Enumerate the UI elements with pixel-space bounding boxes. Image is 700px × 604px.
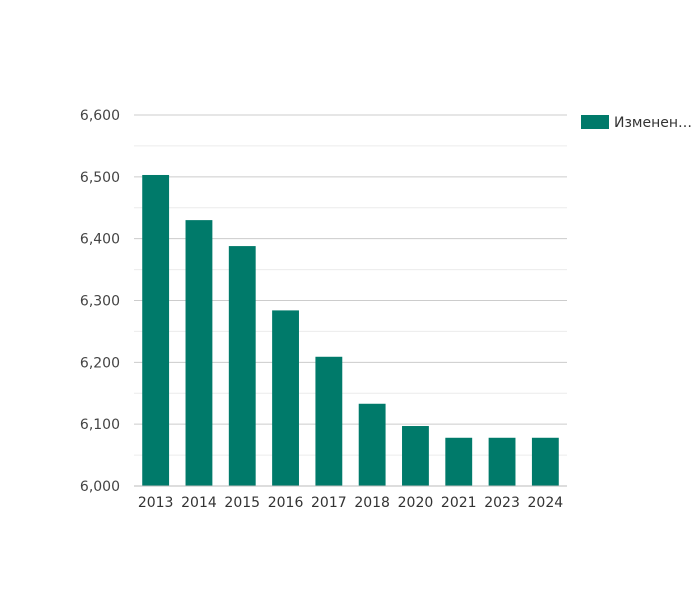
x-tick-label: 2020 [398, 495, 434, 511]
x-tick-label: 2018 [354, 495, 390, 511]
bar [228, 246, 256, 486]
y-tick-label: 6,600 [80, 108, 120, 124]
x-tick-label: 2023 [484, 495, 520, 511]
bar [488, 437, 516, 486]
x-tick-label: 2015 [224, 495, 260, 511]
bar [142, 174, 170, 486]
y-tick-label: 6,200 [80, 355, 120, 371]
legend-label: Изменен… [614, 115, 692, 131]
y-tick-label: 6,000 [80, 479, 120, 495]
legend-swatch [581, 115, 609, 129]
y-tick-label: 6,400 [80, 232, 120, 248]
x-tick-label: 2021 [441, 495, 477, 511]
x-tick-label: 2016 [268, 495, 304, 511]
bar [272, 310, 299, 486]
y-tick-label: 6,100 [80, 417, 120, 433]
x-tick-label: 2014 [181, 495, 217, 511]
bar [358, 403, 386, 486]
bars [142, 174, 559, 486]
y-tick-label: 6,300 [80, 294, 120, 310]
bar [185, 220, 213, 486]
bar [402, 426, 429, 486]
x-tick-label: 2017 [311, 495, 347, 511]
bar [445, 437, 473, 486]
legend[interactable]: Изменен… [581, 115, 692, 131]
bar [315, 356, 343, 486]
bar [531, 437, 559, 486]
y-tick-label: 6,500 [80, 170, 120, 186]
x-tick-label: 2024 [528, 495, 564, 511]
x-tick-label: 2013 [138, 495, 174, 511]
axes: 6,000 6,100 6,200 6,300 6,400 6,500 6,600 2013 2… [80, 108, 567, 511]
